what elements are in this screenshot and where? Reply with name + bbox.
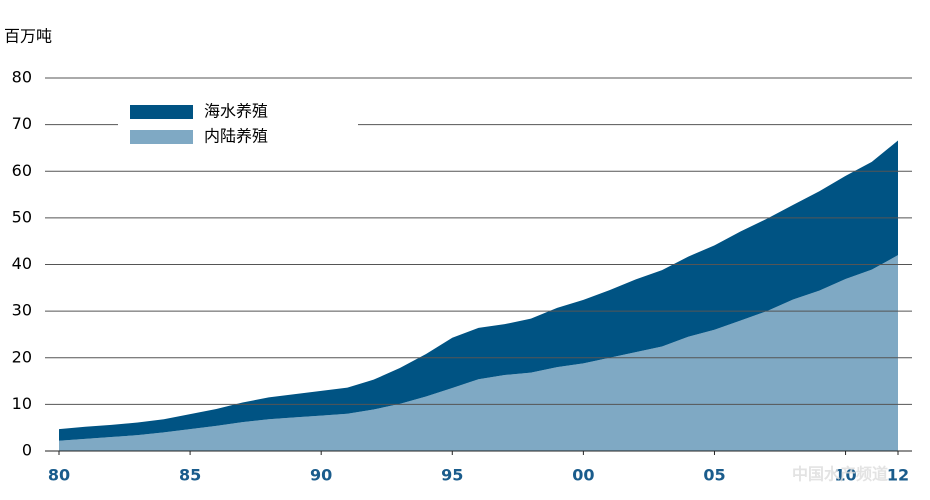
- y-tick-label: 0: [22, 441, 32, 460]
- grid: [45, 77, 912, 452]
- x-tick-label: 00: [572, 466, 594, 485]
- area: [59, 255, 898, 451]
- y-tick-label: 60: [12, 161, 32, 180]
- y-tick-label: 40: [12, 254, 32, 273]
- y-tick-label: 70: [12, 114, 32, 133]
- area: [59, 140, 898, 441]
- areas: [59, 140, 898, 451]
- legend-label: 海水养殖: [204, 102, 268, 121]
- watermark: 中国水产频道: [792, 465, 888, 484]
- y-tick-label: 10: [12, 394, 32, 413]
- legend-swatch: [130, 130, 193, 144]
- x-tick-label: 80: [48, 466, 70, 485]
- x-tick-label: 10: [834, 466, 856, 485]
- y-tick-label: 50: [12, 207, 32, 226]
- x-tick-label: 05: [703, 466, 725, 485]
- y-axis-label: 百万吨: [4, 27, 52, 46]
- legend-label: 内陆养殖: [204, 127, 268, 146]
- x-tick-label: 90: [310, 466, 332, 485]
- legend-swatch: [130, 105, 193, 119]
- x-tick-label: 12: [887, 466, 909, 485]
- ticks: 0 10 20 30 40 50 60 70 80 80 85 90 95 00 05 10 12: [12, 68, 909, 485]
- y-tick-label: 30: [12, 301, 32, 320]
- x-tick-label: 85: [179, 466, 201, 485]
- y-tick-label: 80: [12, 68, 32, 87]
- x-tick-label: 95: [441, 466, 463, 485]
- y-tick-label: 20: [12, 347, 32, 366]
